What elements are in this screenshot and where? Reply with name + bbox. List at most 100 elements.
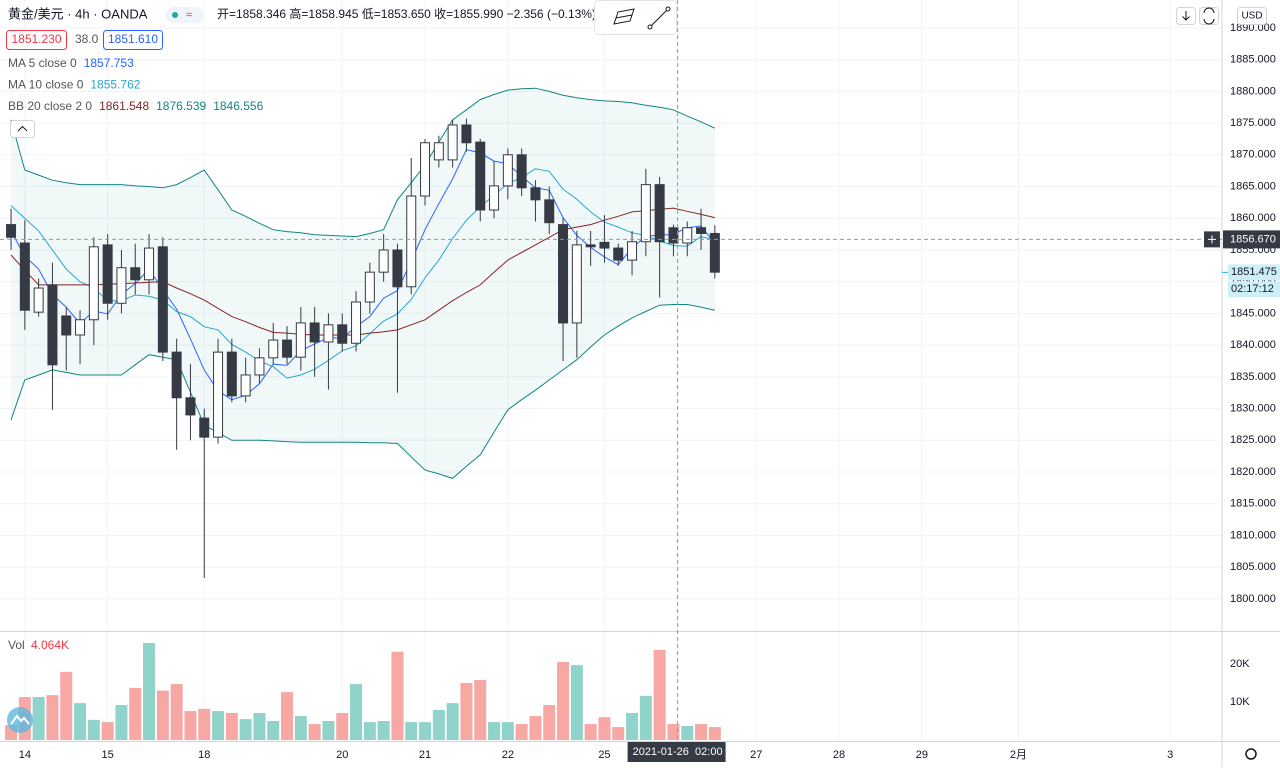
status-dot [172, 12, 178, 18]
indicator-line [10, 149, 716, 401]
ohlc-legend: 开=1858.346 高=1858.945 低=1853.650 收=1855.… [217, 6, 596, 21]
indicator-line [10, 168, 715, 379]
candle-body [144, 247, 155, 281]
candle-body [323, 324, 334, 343]
icon [1182, 11, 1190, 21]
candle-body [282, 339, 293, 358]
volume-bar [267, 720, 280, 740]
candle-body [226, 351, 237, 397]
candle-body [475, 141, 486, 211]
symbol-title: 黄金/美元 · 4h · OANDA [8, 6, 148, 21]
volume-bar [488, 722, 501, 740]
tool-icon[interactable] [613, 8, 635, 25]
volume-bar [74, 703, 87, 740]
x-tick-label: 27 [750, 749, 762, 761]
x-tick-label: 3 [1167, 749, 1173, 761]
volume-bar [294, 716, 307, 740]
indicator-value: 1861.548 [99, 99, 149, 113]
x-tick-label: 29 [916, 749, 928, 761]
y-tick-label: 1840.000 [1230, 339, 1276, 351]
ask: 1851.610 [108, 32, 158, 46]
y-tick-label: 1885.000 [1230, 54, 1276, 66]
volume-bar [405, 722, 418, 740]
settings-icon[interactable] [1245, 748, 1257, 760]
x-tick-label: 18 [198, 749, 210, 761]
candle-body [433, 142, 444, 161]
x-tick-label: 2月 [1010, 749, 1027, 761]
volume-bar [239, 719, 252, 740]
x-tick-label: 25 [598, 749, 610, 761]
candle-body [185, 397, 196, 416]
candle-body [130, 267, 141, 281]
y-tick-label: 1810.000 [1230, 529, 1276, 541]
volume-bar [143, 643, 156, 740]
indicator-label: MA 5 close 0 [8, 56, 77, 70]
reset-button[interactable] [1199, 7, 1219, 25]
candle-body [447, 124, 458, 161]
countdown: 02:17:12 [1231, 283, 1274, 295]
last-price: 1851.475 [1231, 266, 1277, 278]
indicator-label: BB 20 close 2 0 [8, 99, 92, 113]
volume-value: 4.064K [31, 638, 69, 652]
collapse-button[interactable] [10, 120, 35, 138]
x-tick-label: 21 [419, 749, 431, 761]
volume-bar [446, 703, 459, 740]
volume-bar [584, 724, 597, 740]
tool-icon[interactable] [649, 8, 669, 28]
volume-bar [101, 722, 114, 740]
indicator-value: 1855.762 [90, 78, 140, 92]
candle-body [696, 227, 707, 234]
y-tick-label: 1865.000 [1230, 180, 1276, 192]
candle-body [19, 242, 30, 311]
x-tick-label: 14 [19, 749, 31, 761]
status-badge[interactable] [166, 7, 204, 23]
candle-body [654, 184, 665, 243]
candle-body [171, 351, 182, 399]
candle-body [75, 319, 86, 336]
volume-title: Vol [8, 638, 25, 652]
volume-bar [363, 722, 376, 740]
crosshair-time: 02:00 [695, 746, 723, 758]
indicator-label: MA 10 close 0 [8, 78, 84, 92]
candle-body [682, 227, 693, 244]
volume-bar [336, 713, 349, 740]
y-tick-label: 1825.000 [1230, 434, 1276, 446]
volume-bar [225, 713, 238, 740]
y-tick-label: 1890.000 [1230, 22, 1276, 34]
volume-bar [612, 727, 625, 740]
indicator-line [10, 87, 716, 238]
candle-body [213, 351, 224, 438]
y-tick-label: 1815.000 [1230, 498, 1276, 510]
candle-body [461, 124, 472, 144]
candle-body [199, 417, 210, 438]
candle-body [585, 244, 596, 248]
y-tick-label: 1830.000 [1230, 402, 1276, 414]
volume-pane [5, 643, 721, 740]
currency-button[interactable] [1237, 7, 1267, 25]
volume-bar [681, 725, 694, 740]
bid-box[interactable] [6, 30, 67, 50]
candle-body [530, 187, 541, 201]
volume-bar [281, 692, 294, 740]
volume-bar [419, 722, 432, 740]
volume-bar [212, 711, 225, 740]
candle-body [33, 287, 44, 313]
volume-bar [708, 727, 721, 740]
spread: 38.0 [75, 32, 99, 46]
volume-bar [170, 684, 183, 740]
candle-body [337, 324, 348, 344]
candle-body [502, 154, 513, 187]
ask-box[interactable] [103, 30, 163, 50]
volume-bar [460, 682, 473, 740]
indicator-value: 1876.539 [156, 99, 206, 113]
candle-body [268, 339, 279, 359]
volume-bar [667, 724, 680, 740]
volume-bar [570, 665, 583, 740]
volume-bar [598, 717, 611, 740]
candle-body [240, 374, 251, 397]
candle-body [102, 244, 113, 304]
volume-bar [198, 708, 211, 740]
candle-body [378, 249, 389, 273]
